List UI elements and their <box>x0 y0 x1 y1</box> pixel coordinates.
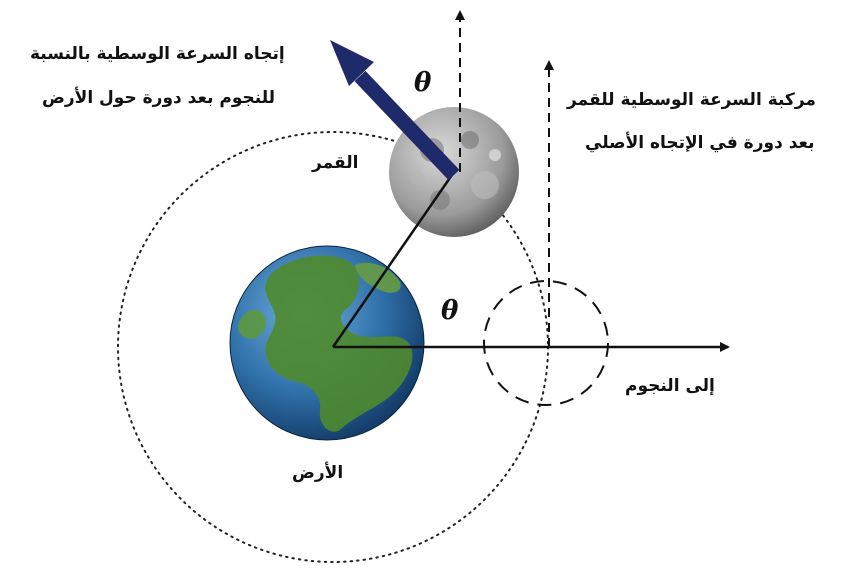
component-label-line1: مركبة السرعة الوسطية للقمر <box>567 90 816 110</box>
moon-label: القمر <box>312 153 359 173</box>
to-stars-label: إلى النجوم <box>625 376 715 396</box>
theta-top-label: θ <box>414 68 432 98</box>
velocity-direction-label-line2: للنجوم بعد دورة حول الأرض <box>42 88 276 108</box>
velocity-direction-arrow <box>330 40 460 181</box>
dashed-reference-circle <box>483 280 609 406</box>
theta-bottom-label: θ <box>441 296 459 326</box>
component-label-line2: بعد دورة في الإتجاه الأصلي <box>585 133 815 153</box>
earth-moon-radius-line <box>331 171 456 348</box>
velocity-direction-label-line1: إتجاه السرعة الوسطية بالنسبة <box>30 44 285 64</box>
earth-label: الأرض <box>292 463 344 483</box>
earth-globe <box>229 245 425 441</box>
